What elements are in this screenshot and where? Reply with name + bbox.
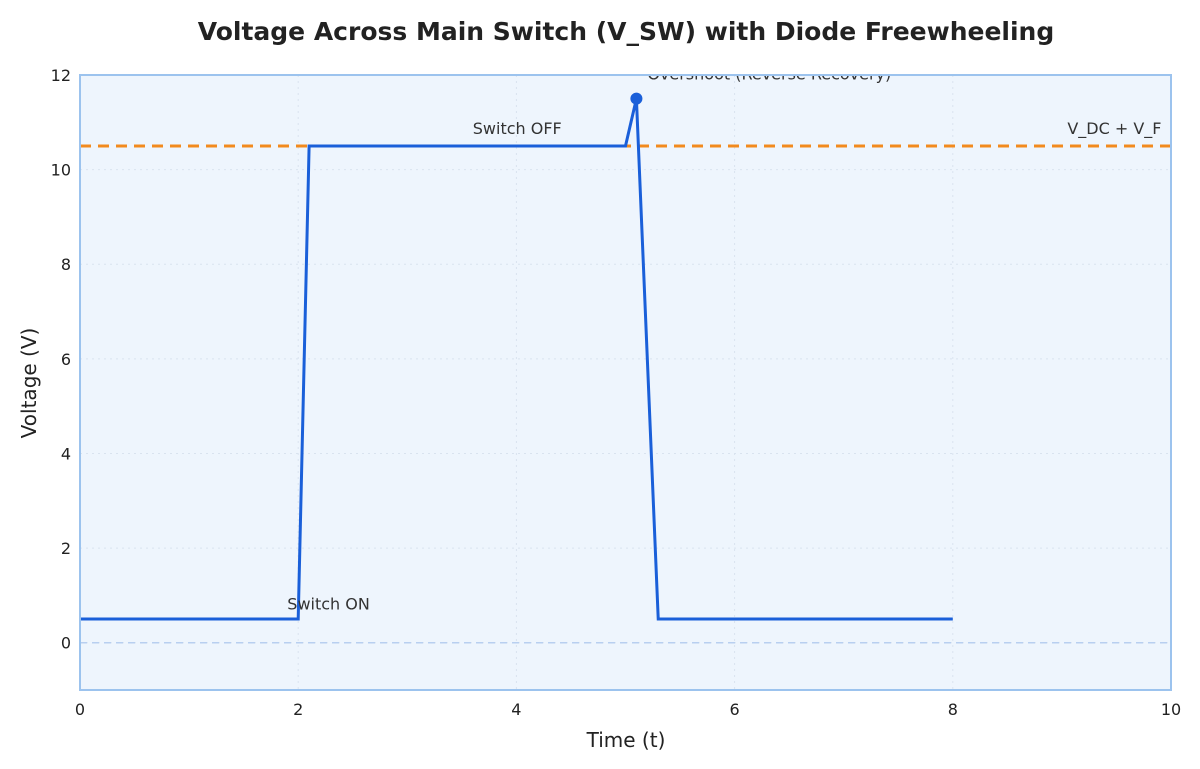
y-tick-label: 8	[61, 255, 71, 274]
annotation-label: Overshoot (Reverse Recovery)	[647, 65, 891, 84]
y-tick-label: 10	[51, 161, 71, 180]
x-tick-label: 8	[948, 700, 958, 719]
plot-content: Switch ON Switch OFF Overshoot (Reverse Re…	[80, 65, 1171, 644]
series-line	[80, 98, 953, 621]
annotation-label: Switch ON	[287, 595, 370, 614]
x-tick-label: 2	[293, 700, 303, 719]
y-tick-label: 4	[61, 444, 71, 463]
annotation-label: V_DC + V_F	[1067, 119, 1161, 139]
x-tick-label: 6	[730, 700, 740, 719]
y-tick-label: 12	[51, 66, 71, 85]
y-tick-label: 2	[61, 539, 71, 558]
plot-area: Switch ON Switch OFF Overshoot (Reverse Re…	[51, 65, 1182, 719]
y-axis-label: Voltage (V)	[17, 328, 41, 439]
x-tick-label: 10	[1161, 700, 1181, 719]
chart-title: Voltage Across Main Switch (V_SW) with D…	[198, 17, 1055, 46]
x-axis-label: Time (t)	[586, 728, 666, 752]
plot-background	[80, 75, 1171, 690]
x-tick-label: 4	[511, 700, 521, 719]
y-tick-label: 0	[61, 634, 71, 653]
y-tick-label: 6	[61, 350, 71, 369]
x-tick-label: 0	[75, 700, 85, 719]
annotation-label: Switch OFF	[473, 119, 562, 138]
plot-frame	[79, 74, 1172, 691]
overshoot-marker	[630, 92, 643, 105]
